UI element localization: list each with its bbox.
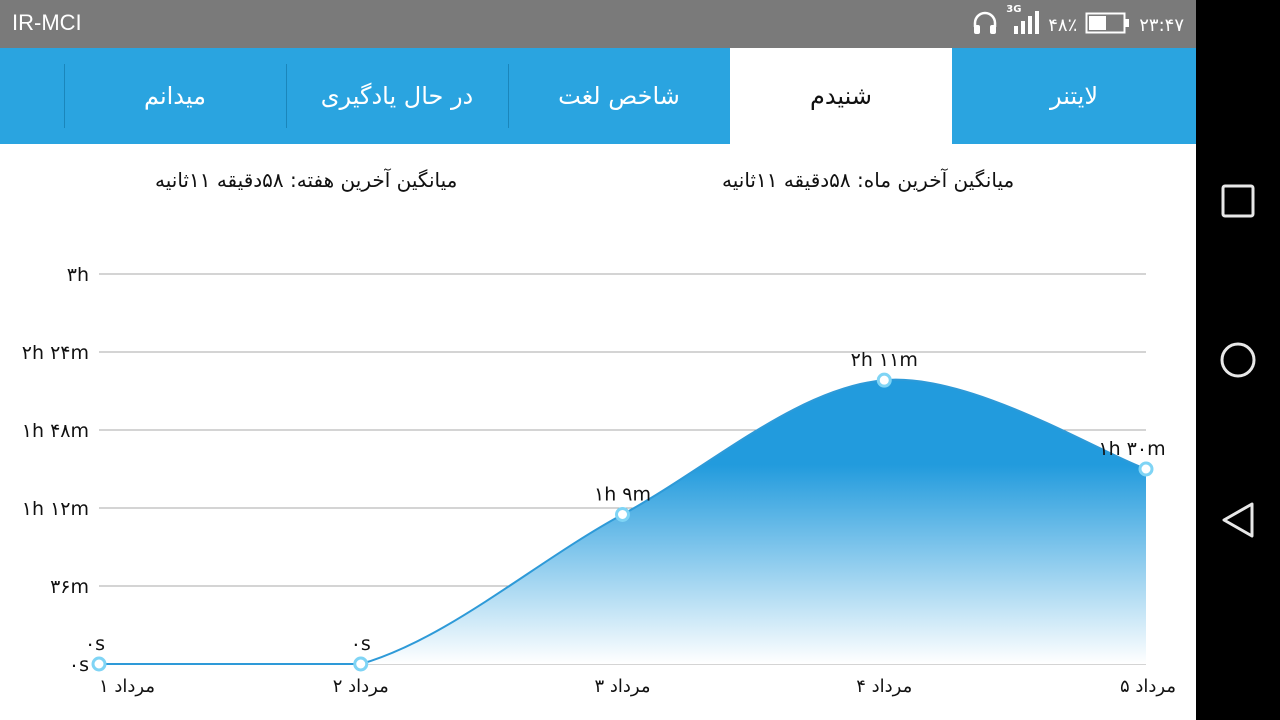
data-label: ۰s bbox=[351, 633, 371, 655]
clock: ۲۳:۴۷ bbox=[1139, 15, 1184, 36]
y-tick-label: ۰s bbox=[69, 654, 89, 676]
tab-divider bbox=[64, 64, 65, 128]
data-label: ۰s bbox=[85, 633, 105, 655]
data-point bbox=[876, 372, 892, 388]
tab-known[interactable]: میدانم bbox=[64, 48, 286, 144]
data-label: ۲h ۱۱m bbox=[851, 349, 918, 371]
tab-label: در حال یادگیری bbox=[320, 82, 474, 110]
tab-word-index[interactable]: شاخص لغت bbox=[508, 48, 730, 144]
home-circle-icon[interactable] bbox=[1212, 334, 1264, 386]
y-tick-label: ۲h ۲۴m bbox=[22, 342, 89, 364]
data-point bbox=[353, 656, 369, 672]
recents-square-icon[interactable] bbox=[1212, 175, 1264, 227]
status-bar: IR-MCI 3G ۴۸٪ ۲۳:۴۷ bbox=[0, 0, 1196, 48]
y-tick-label: ۱h ۴۸m bbox=[22, 420, 89, 442]
tab-leitner[interactable]: لایتنر bbox=[952, 48, 1196, 144]
tab-label: شاخص لغت bbox=[558, 82, 680, 110]
carrier-label: IR-MCI bbox=[12, 10, 82, 35]
x-tick-label: ۳ مرداد bbox=[595, 676, 651, 697]
tab-divider bbox=[286, 64, 287, 128]
tab-heard[interactable]: شنیدم bbox=[730, 48, 952, 144]
month-average-label: میانگین آخرین ماه: ۵۸دقیقه ۱۱ثانیه bbox=[722, 168, 1015, 192]
week-average-label: میانگین آخرین هفته: ۵۸دقیقه ۱۱ثانیه bbox=[155, 168, 458, 192]
y-tick-label: ۳h bbox=[67, 264, 89, 286]
x-tick-label: ۱ مرداد bbox=[99, 676, 155, 697]
headphones-icon bbox=[972, 11, 998, 40]
network-type-label: 3G bbox=[1006, 4, 1022, 15]
data-point bbox=[91, 656, 107, 672]
status-icons: 3G ۴۸٪ ۲۳:۴۷ bbox=[972, 4, 1184, 41]
tab-label: میدانم bbox=[143, 82, 206, 110]
x-tick-label: ۲ مرداد bbox=[333, 676, 389, 697]
data-point bbox=[1138, 461, 1154, 477]
battery-percent: ۴۸٪ bbox=[1048, 15, 1078, 36]
tab-label: لایتنر bbox=[1049, 82, 1099, 110]
data-point bbox=[615, 507, 630, 522]
data-label: ۱h ۳۰m bbox=[1098, 438, 1165, 460]
y-tick-label: ۱h ۱۲m bbox=[22, 498, 89, 520]
y-tick-label: ۳۶m bbox=[50, 576, 89, 598]
battery-icon bbox=[1085, 11, 1131, 40]
tab-bar: لایتنر شنیدم شاخص لغت در حال یادگیری مید… bbox=[0, 48, 1196, 144]
x-tick-label: ۵ مرداد bbox=[1120, 676, 1176, 697]
tab-divider bbox=[508, 64, 509, 128]
tab-label: شنیدم bbox=[809, 82, 873, 110]
data-label: ۱h ۹m bbox=[594, 484, 651, 506]
x-tick-label: ۴ مرداد bbox=[856, 676, 912, 697]
navigation-bar bbox=[1196, 0, 1280, 720]
tab-learning[interactable]: در حال یادگیری bbox=[286, 48, 508, 144]
back-triangle-icon[interactable] bbox=[1212, 494, 1264, 546]
signal-icon: 3G bbox=[1006, 4, 1040, 41]
